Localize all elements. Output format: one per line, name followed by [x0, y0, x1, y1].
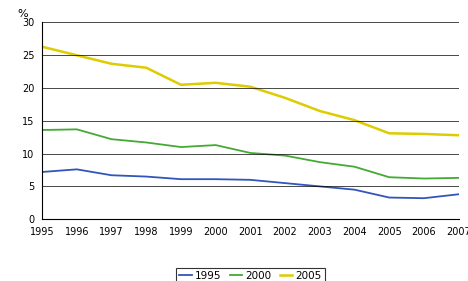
- 2000: [143, 141, 149, 144]
- 2005: [143, 66, 149, 69]
- 1995: [109, 174, 114, 177]
- Text: %: %: [17, 8, 28, 19]
- 1995: [317, 185, 322, 188]
- 2000: [74, 128, 80, 131]
- 2005: [387, 132, 392, 135]
- 2005: [109, 62, 114, 65]
- 1995: [351, 188, 357, 191]
- 2005: [178, 83, 184, 87]
- 2000: [351, 165, 357, 168]
- Line: 2000: 2000: [42, 129, 459, 178]
- Legend: 1995, 2000, 2005: 1995, 2000, 2005: [176, 268, 325, 281]
- 2000: [387, 176, 392, 179]
- 2000: [213, 143, 219, 147]
- 2000: [39, 128, 45, 132]
- 1995: [248, 178, 253, 182]
- 1995: [74, 168, 80, 171]
- Line: 1995: 1995: [42, 169, 459, 198]
- 1995: [213, 178, 219, 181]
- 2005: [282, 96, 288, 99]
- 2000: [109, 137, 114, 141]
- 2005: [39, 45, 45, 48]
- 1995: [387, 196, 392, 199]
- 2005: [421, 132, 427, 136]
- 2005: [248, 85, 253, 89]
- 1995: [421, 196, 427, 200]
- 2000: [178, 145, 184, 149]
- 2005: [74, 54, 80, 57]
- Line: 2005: 2005: [42, 47, 459, 135]
- 1995: [143, 175, 149, 178]
- 2005: [317, 109, 322, 113]
- 2005: [456, 133, 461, 137]
- 2000: [248, 151, 253, 155]
- 1995: [39, 170, 45, 174]
- 1995: [178, 178, 184, 181]
- 1995: [282, 182, 288, 185]
- 2005: [351, 119, 357, 122]
- 2000: [317, 160, 322, 164]
- 2000: [456, 176, 461, 180]
- 2005: [213, 81, 219, 85]
- 2000: [282, 154, 288, 157]
- 2000: [421, 177, 427, 180]
- 1995: [456, 192, 461, 196]
